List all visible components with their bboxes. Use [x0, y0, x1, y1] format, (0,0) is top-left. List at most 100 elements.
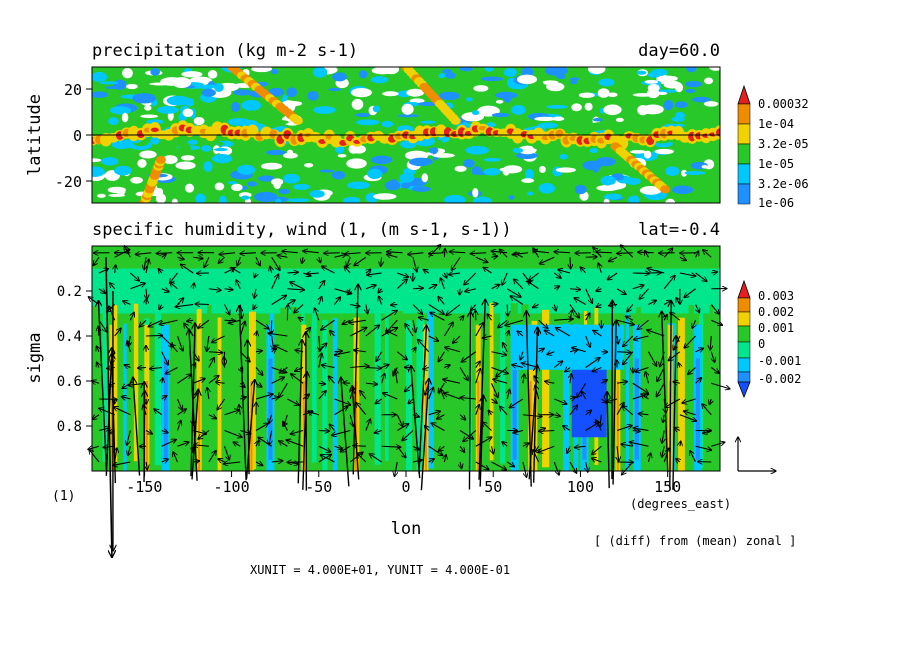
precip-patch: [685, 80, 702, 88]
wind-arrow: [397, 272, 408, 277]
wind-arrow: [298, 317, 303, 320]
wind-arrow: [130, 312, 134, 321]
wind-arrow: [553, 461, 559, 475]
lon-tick-label: 100: [567, 478, 594, 496]
wind-arrow: [124, 365, 131, 368]
lon-tick-label: 0: [401, 478, 410, 496]
sigma-tick-label: 0.8: [57, 419, 82, 435]
wind-arrow: [306, 332, 307, 491]
precip-patch: [681, 169, 688, 177]
wind-arrow: [680, 441, 681, 446]
humidity-column: [175, 320, 182, 471]
wind-arrow: [696, 304, 700, 313]
wind-arrow: [113, 461, 131, 465]
wind-arrow: [219, 253, 236, 255]
wind-arrow: [381, 365, 389, 368]
humidity-column: [280, 307, 288, 466]
wind-arrow: [133, 377, 141, 476]
wind-arrow: [128, 446, 131, 455]
wind-arrow: [637, 319, 649, 329]
wind-arrow: [161, 459, 168, 462]
wind-arrow: [340, 445, 351, 452]
wind-arrow: [491, 256, 497, 257]
wind-arrow: [113, 407, 131, 416]
wind-arrow: [287, 304, 288, 321]
wind-arrow: [591, 445, 602, 454]
humidity-column: [217, 317, 222, 471]
wind-arrow: [91, 381, 100, 384]
precip-patch: [471, 110, 480, 116]
precip-patch: [525, 168, 534, 180]
precip-patch: [592, 117, 603, 122]
wind-arrow: [302, 257, 303, 263]
wind-arrow: [324, 253, 340, 254]
wind-arrow: [402, 430, 414, 441]
wind-arrow: [318, 445, 331, 452]
precip-patch: [211, 154, 233, 164]
humidity-column: [374, 307, 381, 465]
wind-arrow: [475, 256, 488, 262]
wind-arrow: [177, 298, 183, 305]
precip-patch: [480, 76, 504, 82]
moist-core: [198, 381, 201, 471]
precip-patch: [663, 100, 674, 111]
unit-scale-text: XUNIT = 4.000E+01, YUNIT = 4.000E-01: [250, 563, 510, 577]
wind-arrow: [328, 376, 335, 384]
wind-arrow: [208, 352, 223, 353]
wind-arrow: [533, 251, 550, 253]
wind-arrow: [487, 314, 491, 321]
wind-arrow: [353, 446, 366, 447]
precip-patch: [184, 183, 195, 193]
precip-patch: [578, 92, 595, 98]
wind-arrow: [554, 304, 556, 311]
wind-arrow: [365, 383, 378, 384]
precip-patch: [508, 195, 515, 200]
precip-patch: [381, 120, 393, 128]
wind-arrow: [173, 452, 178, 463]
wind-arrow: [271, 397, 279, 399]
wind-arrow: [175, 305, 194, 307]
precip-patch: [434, 139, 443, 145]
wind-arrow: [365, 285, 376, 289]
wind-arrow: [554, 415, 560, 417]
precip-patch: [342, 196, 361, 203]
precip-patch: [178, 144, 192, 152]
wind-arrow: [569, 304, 579, 318]
wind-arrow: [532, 305, 539, 308]
wind-arrow: [349, 327, 367, 337]
wind-arrow: [386, 330, 398, 337]
precip-patch: [611, 104, 619, 111]
wind-arrow: [162, 254, 166, 257]
precip-patch: [233, 89, 252, 96]
wind-arrow: [93, 256, 100, 265]
wind-arrow: [306, 273, 319, 274]
wind-arrow: [443, 379, 461, 384]
precip-patch: [657, 91, 668, 95]
precip-patch: [282, 152, 298, 159]
wind-arrow: [629, 442, 649, 447]
wind-arrow: [475, 323, 484, 337]
wind-arrow: [369, 454, 382, 463]
wind-arrow: [544, 330, 555, 337]
wind-arrow: [396, 279, 407, 290]
precip-patch: [355, 113, 371, 118]
wind-arrow: [405, 324, 414, 337]
precip-patch: [465, 145, 489, 155]
wind-arrow: [569, 397, 576, 399]
humidity-column: [500, 305, 506, 464]
moist-core: [302, 381, 305, 471]
precip-patch: [397, 114, 420, 118]
wind-arrow: [695, 445, 712, 450]
precip-patch: [111, 139, 132, 150]
wind-arrow: [702, 404, 712, 416]
precip-patch: [382, 91, 399, 97]
wind-arrow: [187, 320, 194, 321]
precip-patch: [282, 173, 300, 184]
wind-arrow: [365, 325, 380, 337]
wind-arrow: [617, 253, 633, 254]
precip-patch: [691, 96, 711, 103]
wind-arrow: [444, 273, 446, 278]
wind-arrow: [682, 398, 696, 403]
precip-patch: [636, 70, 647, 75]
wind-arrow: [503, 343, 508, 352]
